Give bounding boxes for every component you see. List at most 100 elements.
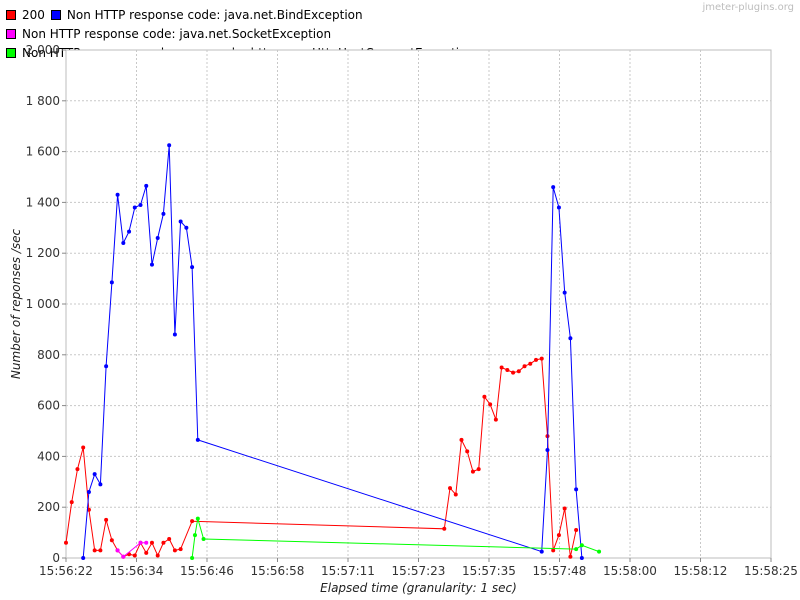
x-tick-label: 15:58:00 <box>603 564 657 578</box>
data-point <box>568 336 573 341</box>
data-point <box>172 548 177 553</box>
data-point <box>155 553 160 558</box>
data-point <box>488 402 493 407</box>
data-point <box>109 280 114 285</box>
data-point <box>121 554 126 559</box>
y-tick-label: 1 000 <box>26 297 60 311</box>
x-tick-label: 15:57:11 <box>321 564 375 578</box>
data-point <box>167 143 172 148</box>
data-point <box>539 549 544 554</box>
legend-label: Non HTTP response code: java.net.BindExc… <box>66 8 363 22</box>
y-tick-label: 600 <box>37 399 60 413</box>
data-point <box>511 370 516 375</box>
data-point <box>522 364 527 369</box>
legend-item: 200 <box>6 6 45 24</box>
data-point <box>190 556 195 560</box>
data-point <box>161 540 166 545</box>
y-tick-label: 200 <box>37 500 60 514</box>
data-point <box>144 550 149 555</box>
data-point <box>192 533 197 538</box>
data-point <box>574 487 579 492</box>
x-tick-label: 15:56:22 <box>39 564 93 578</box>
y-tick-label: 1 600 <box>26 145 60 159</box>
legend-label: Non HTTP response code: java.net.SocketE… <box>22 27 332 41</box>
data-point <box>127 229 132 234</box>
y-tick-label: 400 <box>37 449 60 463</box>
data-point <box>104 517 109 522</box>
data-point <box>562 506 567 511</box>
data-point <box>86 489 91 494</box>
data-point <box>167 536 172 541</box>
data-point <box>453 492 458 497</box>
y-tick-label: 1 200 <box>26 246 60 260</box>
data-point <box>178 547 183 552</box>
y-tick-label: 0 <box>52 551 60 565</box>
data-point <box>499 365 504 370</box>
data-point <box>516 369 521 374</box>
data-point <box>482 394 487 399</box>
legend-swatch <box>6 10 16 20</box>
legend-swatch <box>6 29 16 39</box>
x-tick-label: 15:56:58 <box>251 564 305 578</box>
legend-item: Non HTTP response code: java.net.BindExc… <box>50 6 363 24</box>
data-point <box>545 448 550 453</box>
data-point <box>442 526 447 531</box>
data-point <box>64 540 68 545</box>
data-point <box>556 205 561 210</box>
x-tick-label: 15:56:34 <box>110 564 164 578</box>
x-tick-label: 15:58:12 <box>674 564 728 578</box>
data-point <box>132 553 137 558</box>
watermark: jmeter-plugins.org <box>702 2 794 13</box>
data-point <box>448 486 453 491</box>
x-tick-label: 15:57:35 <box>462 564 516 578</box>
legend-item: Non HTTP response code: java.net.SocketE… <box>6 25 331 43</box>
data-point <box>597 549 602 554</box>
data-point <box>534 357 538 362</box>
data-point <box>459 437 464 442</box>
y-tick-label: 2 000 <box>26 43 60 57</box>
data-point <box>476 467 481 472</box>
data-point <box>144 183 149 188</box>
data-point <box>493 417 498 422</box>
data-point <box>81 445 86 450</box>
data-point <box>178 219 183 224</box>
data-point <box>132 205 137 210</box>
data-point <box>115 192 120 197</box>
data-point <box>115 548 120 553</box>
data-point <box>144 540 149 545</box>
data-point <box>465 449 470 454</box>
data-point <box>470 469 475 474</box>
data-point <box>149 262 154 267</box>
x-axis-title: Elapsed time (granularity: 1 sec) <box>320 581 517 595</box>
data-point <box>574 528 579 533</box>
data-point <box>149 540 154 545</box>
y-axis-title: Number of reponses /sec <box>9 228 23 379</box>
data-point <box>551 548 556 553</box>
data-point <box>92 472 97 477</box>
data-point <box>161 211 166 216</box>
data-point <box>69 500 74 505</box>
data-point <box>184 225 189 230</box>
data-point <box>121 241 126 246</box>
legend-swatch <box>6 48 16 58</box>
data-point <box>138 202 143 207</box>
data-point <box>556 533 561 538</box>
data-point <box>81 556 86 560</box>
legend-label: 200 <box>22 8 45 22</box>
data-point <box>172 332 177 337</box>
data-point <box>568 554 573 559</box>
data-point <box>201 536 206 541</box>
data-point <box>579 556 584 560</box>
series-line-0 <box>65 357 577 558</box>
data-point <box>551 185 556 190</box>
data-point <box>505 368 510 373</box>
data-point <box>104 364 109 369</box>
data-point <box>574 547 579 552</box>
data-point <box>138 540 143 545</box>
data-point <box>98 548 103 553</box>
data-point <box>155 235 160 240</box>
data-point <box>75 467 80 472</box>
y-tick-label: 800 <box>37 348 60 362</box>
data-point <box>579 543 584 548</box>
